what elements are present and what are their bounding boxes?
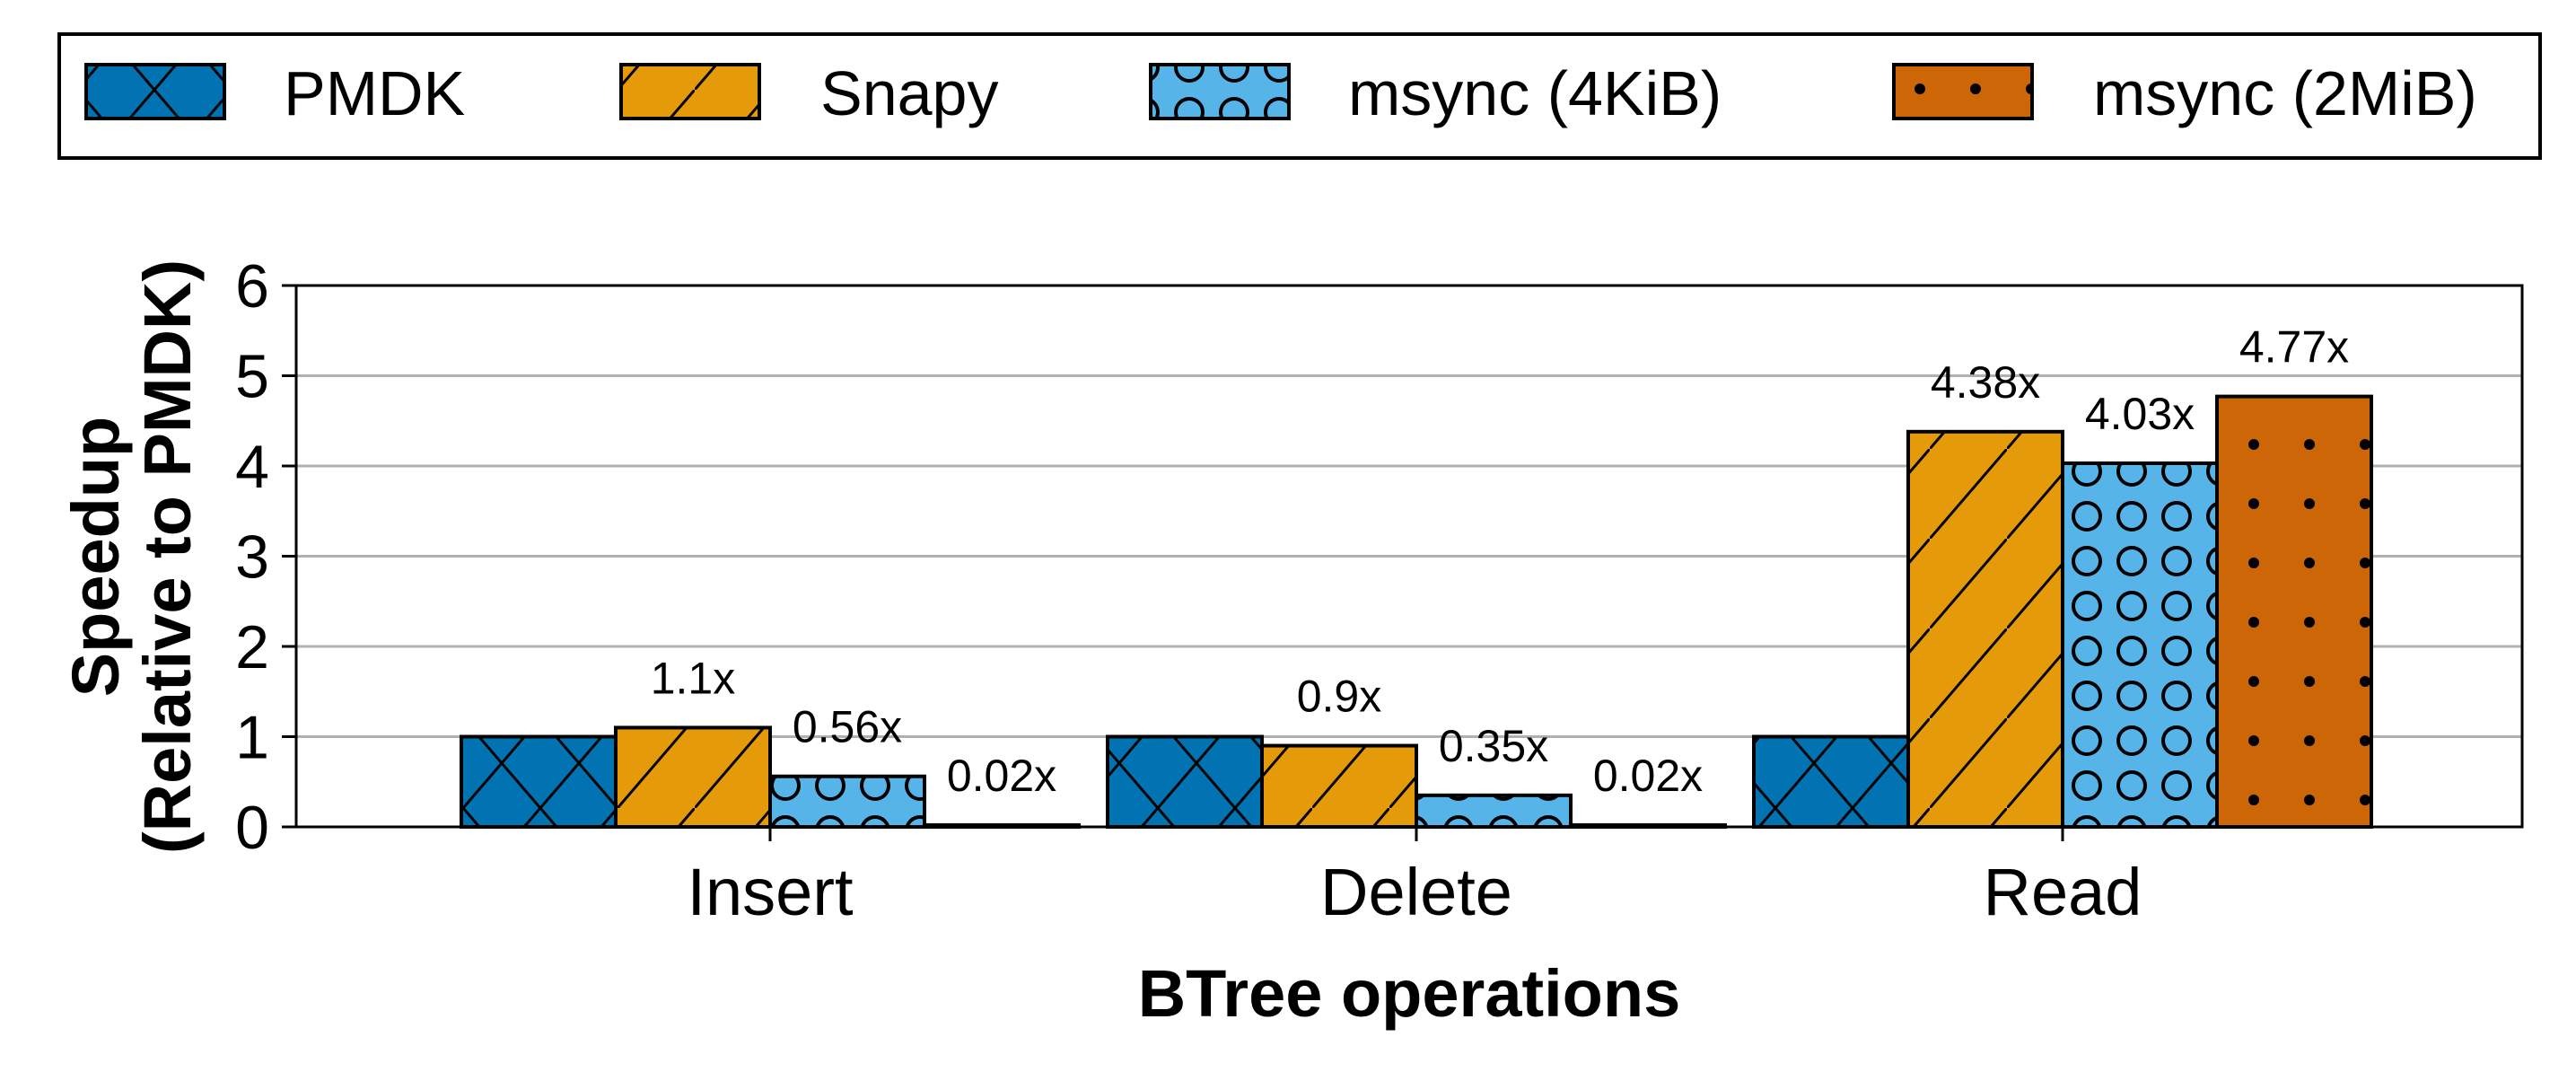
bar-insert-1	[614, 725, 772, 830]
value-label: 0.02x	[1593, 751, 1703, 801]
y-axis-title: Speedup (Relative to PMDK)	[58, 259, 205, 854]
x-tick-label-insert: Insert	[687, 855, 854, 929]
legend-label-1: Snapy	[820, 58, 998, 128]
y-axis-title-line-1: Speedup	[58, 417, 133, 697]
y-tick-label: 4	[235, 433, 269, 501]
x-axis-ticks: Insert Delete Read	[687, 827, 2142, 929]
bar-read-1	[1906, 429, 2064, 829]
y-axis-ticks: 0 1 2 3 4 5 6	[235, 252, 296, 862]
value-label: 4.77x	[2239, 322, 2349, 373]
x-axis-title: BTree operations	[1138, 956, 1681, 1031]
legend-swatch-1	[619, 63, 761, 120]
y-tick-label: 6	[235, 252, 269, 321]
bar-delete-1	[1260, 743, 1418, 829]
legend-label-0: PMDK	[284, 58, 465, 128]
x-tick-label-read: Read	[1984, 855, 2142, 929]
value-label: 1.1x	[651, 653, 736, 703]
legend: PMDK Snapy msync (4KiB) msync (2MiB)	[57, 32, 2542, 160]
bar-read-2	[2061, 461, 2219, 829]
legend-label-3: msync (2MiB)	[2093, 58, 2477, 128]
bar-insert-2	[768, 774, 926, 829]
y-tick-label: 0	[235, 794, 269, 862]
legend-swatch-0	[84, 63, 226, 120]
x-tick-label-delete: Delete	[1320, 855, 1512, 929]
bar-delete-0	[1106, 734, 1264, 829]
bars	[460, 394, 2373, 830]
legend-label-2: msync (4KiB)	[1348, 58, 1722, 128]
y-axis-title-line-2: (Relative to PMDK)	[130, 259, 205, 854]
legend-swatch-3	[1892, 63, 2034, 120]
value-label: 4.03x	[2085, 389, 2195, 439]
legend-frame	[57, 32, 2542, 160]
bar-read-0	[1752, 734, 1910, 829]
y-tick-label: 5	[235, 343, 269, 411]
value-label: 0.35x	[1439, 721, 1548, 771]
value-label: 0.56x	[793, 702, 902, 752]
value-label: 0.9x	[1297, 672, 1382, 722]
bar-delete-2	[1415, 793, 1573, 830]
legend-swatch-2	[1149, 63, 1291, 120]
y-tick-label: 2	[235, 613, 269, 681]
value-labels: 1.1x 0.56x 0.02x 0.9x 0.35x 0.02x 4.38x 4.03x 4.…	[651, 322, 2349, 801]
bar-insert-0	[460, 734, 618, 829]
value-label: 4.38x	[1931, 357, 2040, 408]
y-tick-label: 3	[235, 523, 269, 592]
bar-read-3	[2215, 394, 2373, 829]
value-label: 0.02x	[947, 751, 1056, 801]
y-tick-label: 1	[235, 704, 269, 772]
